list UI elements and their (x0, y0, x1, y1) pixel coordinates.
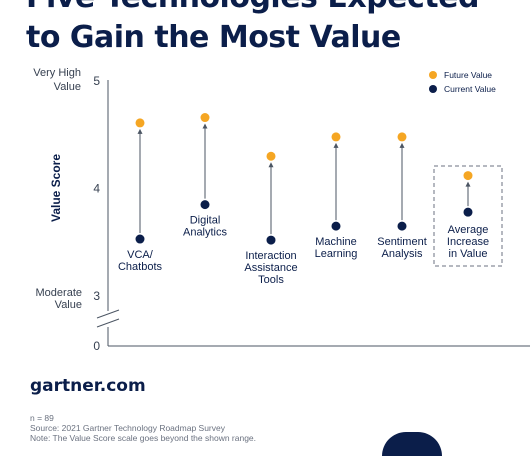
y-range-label-top: Value (54, 81, 81, 93)
y-range-label-bottom: Moderate (36, 287, 82, 299)
arrow-head (202, 123, 208, 129)
footnote-note: Note: The Value Score scale goes beyond … (30, 433, 257, 443)
future-value-point (200, 113, 210, 123)
category-label: Learning (315, 248, 358, 260)
current-value-point (463, 207, 473, 217)
current-value-point (200, 200, 210, 210)
category-label: Chatbots (118, 261, 163, 273)
y-tick-label: 3 (93, 289, 100, 303)
legend-label-current: Current Value (444, 84, 496, 94)
category-label: Digital (190, 215, 221, 227)
y-tick-label: 4 (93, 182, 100, 196)
category-label: Average (448, 224, 489, 236)
future-value-point (463, 171, 473, 181)
arrow-head (465, 181, 471, 187)
y-range-label-top: Very High (33, 67, 81, 79)
title-line-2: to Gain the Most Value (26, 20, 401, 55)
category-label: Sentiment (377, 236, 427, 248)
legend-label-future: Future Value (444, 70, 492, 80)
category-label: Interaction (245, 250, 296, 262)
category-label: Machine (315, 236, 357, 248)
axis-break-mark (96, 318, 120, 328)
current-value-point (397, 221, 407, 231)
legend-marker-current (429, 85, 437, 93)
arrow-head (399, 142, 405, 148)
y-tick-label: 5 (93, 74, 100, 88)
footnote-sample: n = 89 (30, 413, 54, 423)
future-value-point (266, 151, 276, 161)
category-label: Increase (447, 236, 489, 248)
future-value-point (397, 132, 407, 142)
arrow-head (333, 142, 339, 148)
current-value-point (266, 235, 276, 245)
category-label: Assistance (244, 262, 297, 274)
arrow-head (137, 128, 143, 134)
category-label: VCA/ (127, 249, 154, 261)
axis-break-mark (96, 309, 120, 319)
current-value-point (135, 234, 145, 244)
gartner-site-link[interactable]: gartner.com (30, 376, 146, 396)
arrow-head (268, 162, 274, 168)
gartner-logo-icon (382, 432, 442, 456)
y-tick-label: 0 (93, 339, 100, 353)
legend-marker-future (429, 71, 437, 79)
y-axis-title: Value Score (49, 154, 63, 222)
y-range-label-bottom: Value (55, 299, 82, 311)
chart-title: Five Technologies Expected to Gain the M… (26, 0, 479, 58)
future-value-point (331, 132, 341, 142)
current-value-point (331, 221, 341, 231)
category-label: Analysis (382, 248, 423, 260)
category-label: Analytics (183, 227, 228, 239)
footnote-source: Source: 2021 Gartner Technology Roadmap … (30, 423, 225, 433)
category-label: in Value (449, 248, 488, 260)
title-line-1: Five Technologies Expected (26, 0, 479, 15)
category-label: Tools (258, 274, 284, 286)
future-value-point (135, 118, 145, 128)
